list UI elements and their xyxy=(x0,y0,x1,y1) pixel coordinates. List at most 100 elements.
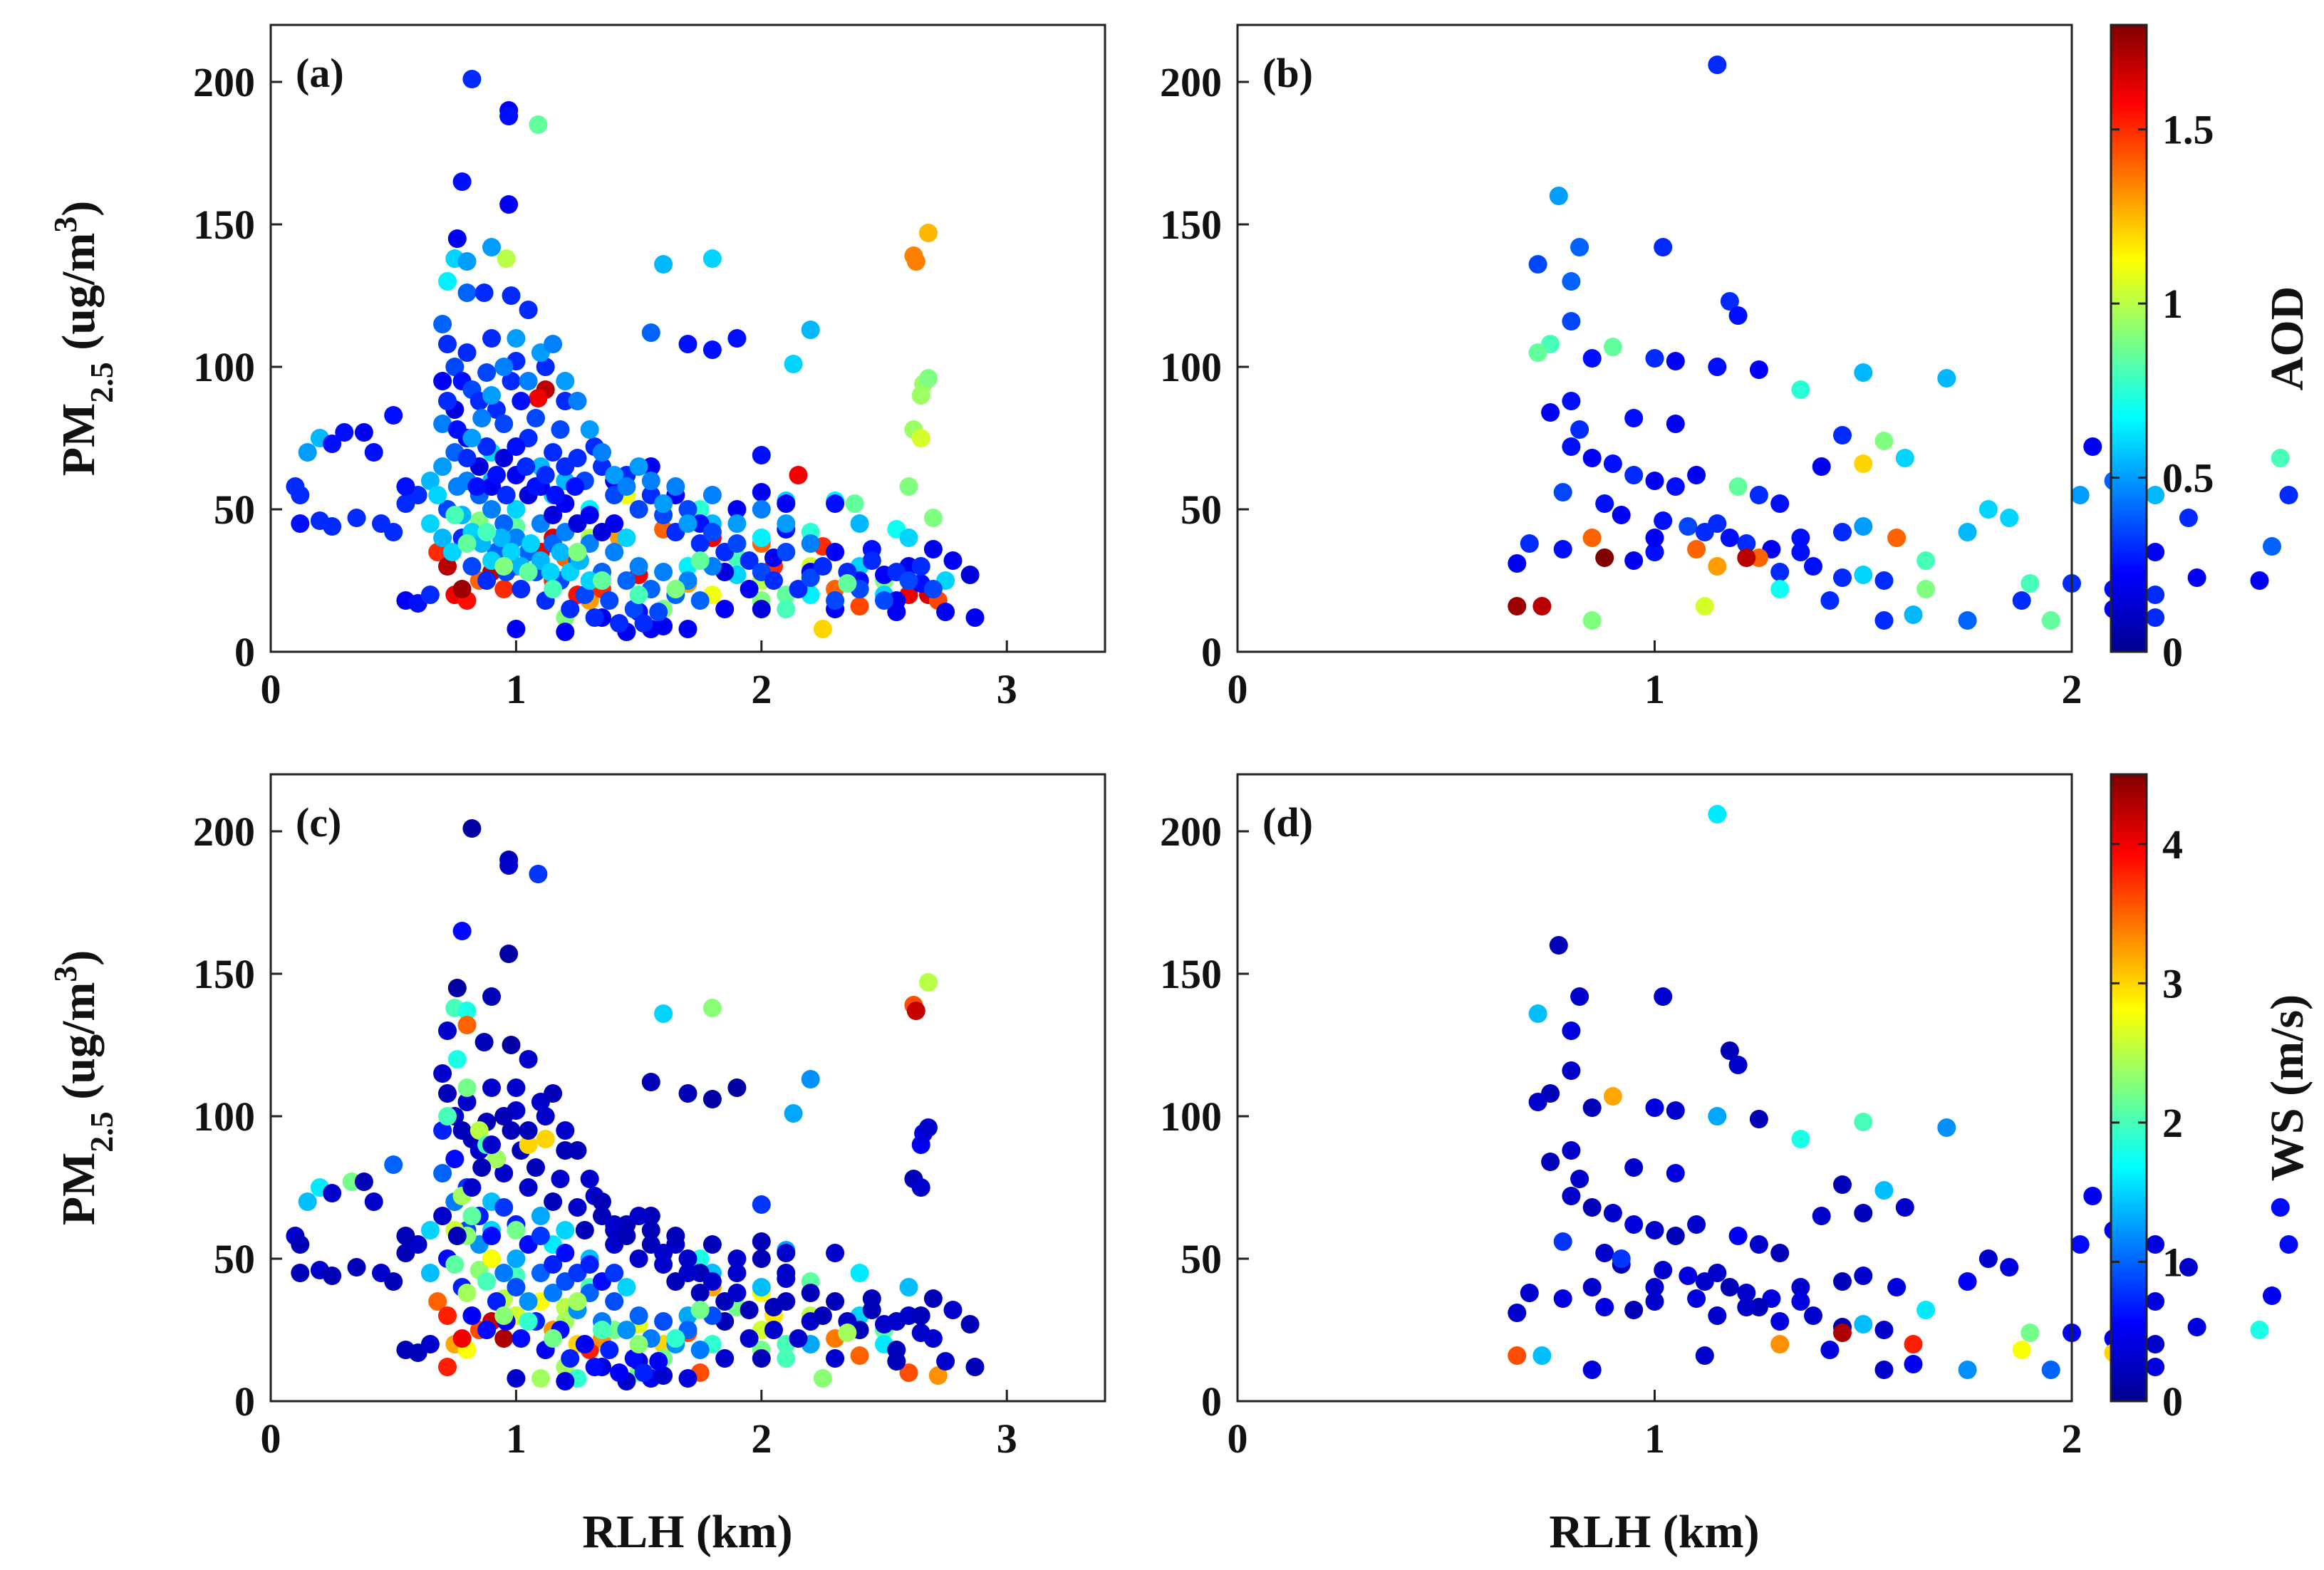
data-point-a xyxy=(641,472,660,490)
data-point-a xyxy=(335,423,354,442)
y-tick-label: 50 xyxy=(214,487,255,533)
data-point-b xyxy=(1645,349,1664,368)
data-point-a xyxy=(494,557,514,576)
data-point-a xyxy=(536,466,555,484)
data-point-c xyxy=(482,1135,501,1154)
data-point-c xyxy=(649,1352,668,1371)
data-point-d xyxy=(2263,1286,2281,1305)
x-tick-label: 2 xyxy=(751,666,772,712)
data-point-c xyxy=(354,1173,373,1191)
data-point-c xyxy=(438,1021,457,1040)
data-point-c xyxy=(428,1292,447,1311)
data-point-c xyxy=(629,1207,648,1225)
data-point-d xyxy=(1528,1093,1547,1111)
scatter-points-b xyxy=(1508,56,2298,630)
data-point-b xyxy=(2146,486,2165,504)
data-point-c xyxy=(556,1121,575,1140)
colorbar-tick-label: 1.5 xyxy=(2162,107,2214,153)
data-point-a xyxy=(544,580,563,598)
data-point-c xyxy=(502,1121,521,1140)
data-point-d xyxy=(1666,1227,1685,1245)
data-point-c xyxy=(438,1306,457,1325)
colorbar-aod-gradient xyxy=(2110,24,2148,653)
data-point-a xyxy=(740,551,759,570)
data-point-b xyxy=(1770,563,1790,581)
data-point-a xyxy=(752,446,771,464)
data-point-a xyxy=(447,477,467,496)
y-tick-label: 50 xyxy=(214,1236,255,1282)
data-point-c xyxy=(826,1292,845,1311)
data-point-c xyxy=(629,1335,648,1353)
data-point-a xyxy=(875,591,893,610)
data-point-c xyxy=(551,1170,570,1188)
data-point-d xyxy=(1937,1118,1956,1137)
data-point-c xyxy=(568,1198,587,1217)
data-point-b xyxy=(1582,349,1602,368)
data-point-b xyxy=(2263,537,2281,556)
data-point-a xyxy=(452,172,472,191)
data-point-a xyxy=(580,506,599,524)
data-point-b xyxy=(1645,543,1664,561)
data-point-a xyxy=(936,603,955,621)
data-point-c xyxy=(666,1329,685,1348)
data-point-c xyxy=(470,1121,489,1140)
data-point-b xyxy=(1624,551,1644,570)
data-point-c xyxy=(727,1284,747,1302)
data-point-c xyxy=(544,1284,563,1302)
data-point-b xyxy=(1549,187,1568,205)
data-point-c xyxy=(487,1150,506,1168)
data-point-a xyxy=(593,443,611,462)
panel-label-d: (d) xyxy=(1262,799,1313,846)
data-point-a xyxy=(585,608,604,627)
data-point-a xyxy=(678,620,697,638)
data-point-c xyxy=(600,1341,619,1359)
colorbar-tick-label: 3 xyxy=(2162,960,2183,1007)
data-point-d xyxy=(1687,1289,1706,1308)
data-point-c xyxy=(482,1078,501,1097)
data-point-a xyxy=(826,543,845,561)
data-point-a xyxy=(462,557,482,576)
data-point-b xyxy=(1895,449,1914,467)
data-point-c xyxy=(784,1104,803,1123)
data-point-d xyxy=(1687,1215,1706,1234)
colorbar-ws-gradient xyxy=(2110,773,2148,1403)
data-point-d xyxy=(1708,805,1727,823)
data-point-c xyxy=(899,1278,918,1296)
data-point-a xyxy=(507,500,526,519)
data-point-b xyxy=(1770,580,1790,598)
data-point-c xyxy=(826,1244,845,1262)
data-point-b xyxy=(1791,543,1810,561)
data-point-c xyxy=(593,1321,611,1339)
data-point-d xyxy=(2070,1235,2090,1254)
data-point-c xyxy=(629,1306,648,1325)
data-point-d xyxy=(2179,1258,2198,1277)
y-tick-label: 0 xyxy=(234,1378,255,1425)
data-point-c xyxy=(605,1292,624,1311)
data-point-b xyxy=(1624,466,1644,484)
data-point-a xyxy=(477,437,497,456)
data-point-a xyxy=(600,591,619,610)
data-point-a xyxy=(298,443,317,462)
x-tick-label: 1 xyxy=(1644,1415,1665,1462)
data-point-a xyxy=(862,551,881,570)
data-point-a xyxy=(482,386,501,405)
y-tick-label: 0 xyxy=(1201,629,1222,675)
data-point-b xyxy=(1820,591,1840,610)
data-point-d xyxy=(2271,1198,2290,1217)
data-point-d xyxy=(1582,1361,1602,1379)
data-point-b xyxy=(1958,611,1977,630)
data-point-d xyxy=(1833,1272,1852,1291)
data-point-c xyxy=(715,1349,735,1368)
data-point-c xyxy=(531,1207,550,1225)
data-point-c xyxy=(727,1264,747,1282)
data-point-c xyxy=(457,1284,477,1302)
data-point-d xyxy=(1666,1101,1685,1120)
data-point-a xyxy=(617,477,636,496)
data-point-d xyxy=(1549,936,1568,955)
data-point-b xyxy=(1916,580,1936,598)
y-title-units-close: ) xyxy=(53,201,105,217)
x-axis-title-c: RLH (km) xyxy=(582,1506,792,1558)
data-point-c xyxy=(690,1301,710,1319)
data-point-a xyxy=(354,423,373,442)
